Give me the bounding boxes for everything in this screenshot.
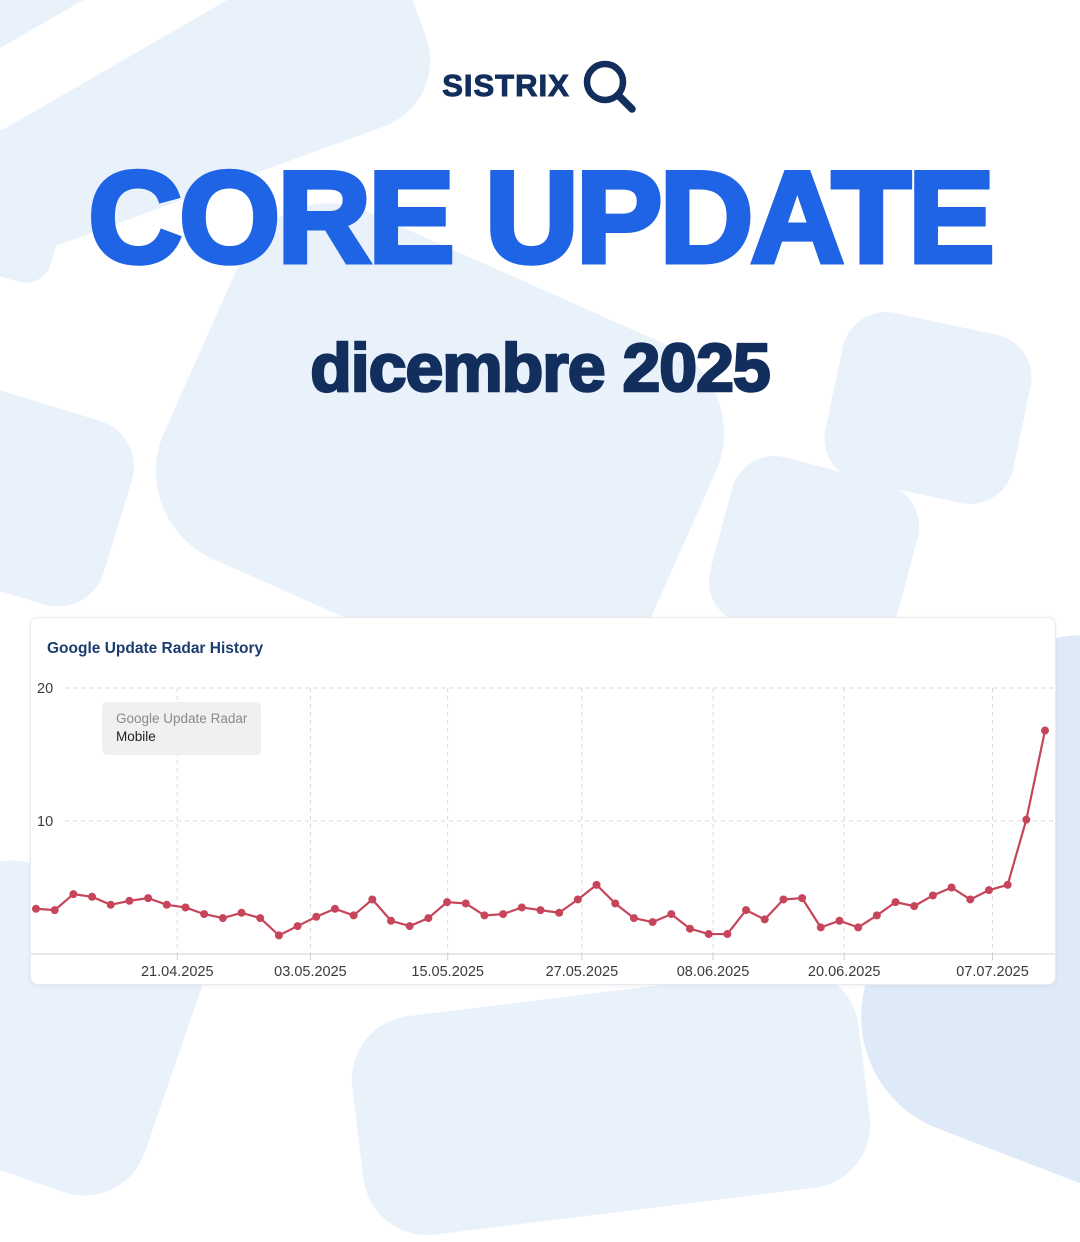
brand-logo-text: SISTRIX — [442, 68, 570, 104]
data-point — [816, 923, 825, 932]
bg-shape-bottom-center — [344, 961, 878, 1242]
x-tick-label: 03.05.2025 — [274, 964, 347, 980]
data-point — [461, 899, 470, 908]
data-point — [928, 891, 937, 900]
radar-history-chart: 10 20 21.04.2025 03.05.2025 15.05.2025 27.05.… — [31, 681, 1055, 980]
data-point — [835, 916, 844, 925]
data-point — [218, 914, 227, 923]
magnifier-icon — [583, 60, 636, 113]
data-point — [723, 930, 732, 939]
data-point — [368, 895, 377, 904]
data-point — [573, 895, 582, 904]
data-point — [704, 930, 713, 939]
data-point — [499, 910, 508, 919]
data-point — [667, 910, 676, 919]
data-point — [125, 896, 134, 905]
data-point — [555, 908, 564, 917]
chart-title: Google Update Radar History — [47, 640, 264, 657]
data-point — [330, 904, 339, 913]
data-point — [349, 911, 358, 920]
data-point — [648, 918, 657, 927]
data-point — [144, 894, 153, 903]
data-point — [592, 880, 601, 889]
data-point — [779, 895, 788, 904]
data-point — [798, 894, 807, 903]
data-point — [424, 914, 433, 923]
y-tick-label: 20 — [37, 681, 53, 697]
google-update-radar-card: 10 20 21.04.2025 03.05.2025 15.05.2025 27.05.… — [30, 617, 1056, 985]
data-point — [274, 931, 283, 940]
data-point — [50, 906, 59, 915]
data-point — [237, 908, 246, 917]
tooltip-series-label: Google Update Radar — [116, 711, 248, 726]
x-tick-label: 07.07.2025 — [956, 964, 1029, 980]
x-tick-label: 21.04.2025 — [141, 964, 214, 980]
data-point — [947, 883, 956, 892]
data-point — [984, 886, 993, 895]
data-point — [32, 904, 40, 913]
data-point — [480, 911, 489, 920]
data-point — [69, 890, 78, 899]
data-point — [181, 903, 190, 912]
data-point — [293, 922, 302, 931]
data-point — [387, 916, 396, 925]
bg-shape-left-mid — [0, 377, 146, 619]
data-point — [742, 906, 751, 915]
page-title: CORE UPDATE — [86, 144, 998, 290]
x-tick-label: 20.06.2025 — [808, 964, 881, 980]
data-point — [854, 923, 863, 932]
data-point — [891, 898, 900, 907]
tooltip-series-value: Mobile — [116, 729, 156, 744]
brand-logo: SISTRIX — [0, 56, 1080, 116]
data-point — [966, 895, 975, 904]
data-point — [405, 922, 414, 931]
data-point — [256, 914, 265, 923]
data-point — [872, 911, 881, 920]
data-point — [106, 900, 115, 909]
data-point — [629, 914, 638, 923]
data-point — [1022, 815, 1031, 824]
data-point — [611, 899, 620, 908]
data-point — [312, 912, 321, 921]
data-point — [1041, 726, 1049, 735]
data-point — [910, 902, 919, 911]
data-point — [685, 924, 694, 933]
data-point — [760, 915, 769, 924]
data-point — [88, 892, 97, 901]
x-tick-label: 08.06.2025 — [677, 964, 750, 980]
x-tick-label: 27.05.2025 — [546, 964, 619, 980]
data-point — [536, 906, 545, 915]
page-subtitle: dicembre 2025 — [309, 329, 772, 406]
x-tick-label: 15.05.2025 — [411, 964, 484, 980]
y-tick-label: 10 — [37, 814, 53, 830]
data-point — [517, 903, 526, 912]
data-point — [443, 898, 452, 907]
data-point — [1003, 880, 1012, 889]
chart-tooltip: Google Update Radar Mobile — [102, 702, 262, 755]
data-point — [162, 900, 171, 909]
data-point — [200, 910, 209, 919]
